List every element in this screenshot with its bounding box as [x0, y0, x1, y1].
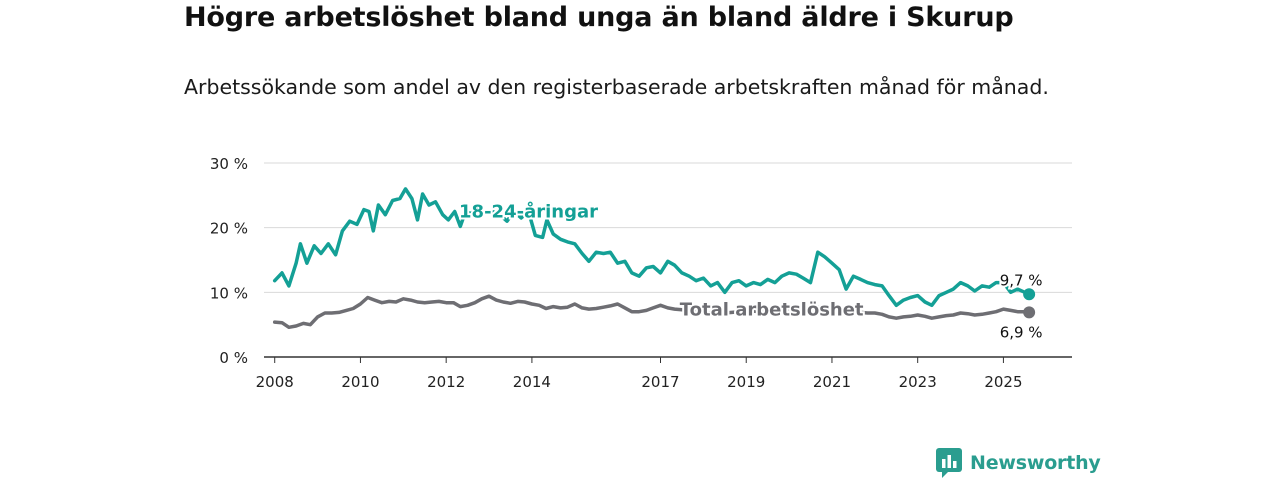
chart-subtitle: Arbetssökande som andel av den registerb… — [184, 75, 1049, 99]
x-tick-label: 2019 — [727, 373, 765, 391]
series-label-total: Total arbetslöshet — [680, 300, 864, 321]
x-tick-label: 2025 — [984, 373, 1022, 391]
newsworthy-brand: Newsworthy — [936, 448, 1101, 478]
series-labels: 18-24-åringar Total arbetslöshet 9,7 % 6,9 … — [457, 198, 1045, 343]
y-tick-label: 0 % — [219, 349, 248, 367]
x-tick-label: 2017 — [641, 373, 679, 391]
y-tick-label: 10 % — [210, 284, 248, 302]
x-tick-label: 2008 — [256, 373, 294, 391]
end-point-youth — [1023, 288, 1036, 301]
end-label-total: 6,9 % — [1000, 323, 1043, 341]
y-tick-label: 20 % — [210, 220, 248, 238]
x-tick-label: 2012 — [427, 373, 465, 391]
brand-name: Newsworthy — [970, 452, 1101, 474]
newsworthy-logo-icon — [936, 448, 962, 478]
x-tick-label: 2014 — [513, 373, 551, 391]
x-axis: 2008 2010 2012 2014 2017 2019 2021 2023 2025 — [256, 356, 1072, 391]
end-point-total — [1023, 306, 1036, 319]
series-lines — [272, 187, 1036, 330]
series-line-youth — [272, 187, 1031, 308]
chart-title: Högre arbetslöshet bland unga än bland ä… — [184, 2, 1014, 33]
x-tick-label: 2023 — [899, 373, 937, 391]
series-line-total — [272, 294, 1031, 330]
x-tick-label: 2010 — [341, 373, 379, 391]
series-label-youth: 18-24-åringar — [459, 200, 598, 222]
y-axis: 0 % 10 % 20 % 30 % — [210, 155, 248, 367]
end-label-youth: 9,7 % — [1000, 271, 1043, 289]
gridlines — [264, 162, 1072, 293]
x-tick-label: 2021 — [813, 373, 851, 391]
y-tick-label: 30 % — [210, 155, 248, 173]
